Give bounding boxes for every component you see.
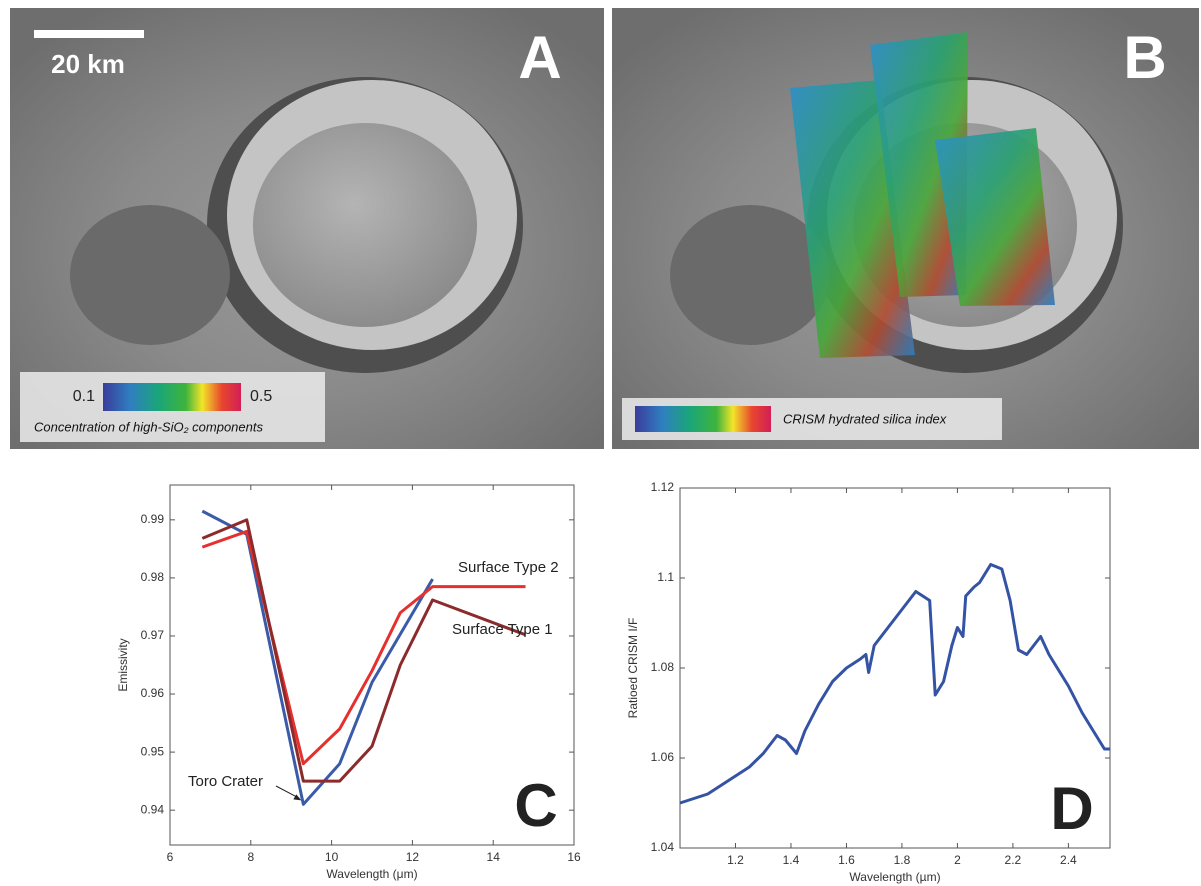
y-tick-label: 0.99 bbox=[141, 512, 165, 526]
plot-frame bbox=[679, 487, 1111, 849]
y-tick-label: 0.94 bbox=[141, 802, 165, 816]
y-axis-label: Ratioed CRISM I/F bbox=[626, 618, 640, 719]
x-axis-label: Wavelength (μm) bbox=[326, 867, 417, 881]
series-label: Surface Type 2 bbox=[458, 559, 559, 576]
x-axis-label: Wavelength (µm) bbox=[849, 870, 940, 884]
small-crater bbox=[670, 205, 830, 345]
crism-strip bbox=[870, 32, 968, 297]
x-tick-label: 1.4 bbox=[783, 853, 800, 867]
x-tick-label: 1.6 bbox=[838, 853, 855, 867]
x-tick-label: 14 bbox=[487, 850, 501, 864]
x-tick-label: 2.2 bbox=[1005, 853, 1022, 867]
x-tick-label: 8 bbox=[247, 850, 254, 864]
panel-letter: B bbox=[1123, 24, 1166, 91]
series-line bbox=[201, 518, 527, 783]
y-tick-label: 1.12 bbox=[651, 480, 675, 494]
x-tick-label: 16 bbox=[567, 850, 581, 864]
y-tick-label: 1.1 bbox=[657, 570, 674, 584]
y-tick-label: 0.97 bbox=[141, 628, 165, 642]
colorbar-max: 0.5 bbox=[250, 388, 272, 405]
colorbar-min: 0.1 bbox=[73, 388, 95, 405]
series-label: Surface Type 1 bbox=[452, 621, 553, 638]
y-tick-label: 0.98 bbox=[141, 570, 165, 584]
colorbar bbox=[635, 406, 771, 432]
x-tick-label: 1.8 bbox=[894, 853, 911, 867]
charts: 6 8 10 12 14 16 0.94 0.95 0.96 0.97 0.98 0.99 Wavele… bbox=[116, 480, 1111, 884]
small-crater bbox=[70, 205, 230, 345]
panel-letter: A bbox=[518, 24, 561, 91]
panel-letter: D bbox=[1050, 775, 1093, 842]
colorbar bbox=[103, 383, 241, 411]
panel-letter: C bbox=[514, 772, 557, 839]
panel-b: B CRISM hydrated silica index bbox=[612, 8, 1199, 449]
x-tick-label: 12 bbox=[406, 850, 420, 864]
series-line bbox=[201, 509, 434, 806]
x-tick-label: 10 bbox=[325, 850, 339, 864]
x-tick-label: 6 bbox=[167, 850, 174, 864]
annotation-arrowhead bbox=[293, 794, 302, 801]
scale-bar bbox=[34, 30, 144, 38]
x-tick-label: 2 bbox=[954, 853, 961, 867]
x-tick-label: 1.2 bbox=[727, 853, 744, 867]
y-axis-label: Emissivity bbox=[116, 638, 130, 691]
series-line bbox=[679, 563, 1110, 805]
y-tick-label: 1.06 bbox=[651, 750, 675, 764]
legend-caption: CRISM hydrated silica index bbox=[783, 411, 947, 426]
series-label: Toro Crater bbox=[188, 773, 263, 790]
panel-a: 20 km A 0.1 0.5 Concentration of high-Si… bbox=[10, 8, 604, 449]
scale-label: 20 km bbox=[51, 49, 125, 79]
crater-floor bbox=[253, 123, 477, 327]
legend-caption: Concentration of high-SiO₂ components bbox=[34, 419, 263, 434]
x-tick-label: 2.4 bbox=[1060, 853, 1077, 867]
y-tick-label: 1.04 bbox=[651, 840, 675, 854]
plot-frame bbox=[169, 484, 575, 846]
crism-strip bbox=[935, 128, 1055, 306]
y-tick-label: 1.08 bbox=[651, 660, 675, 674]
y-tick-label: 0.96 bbox=[141, 686, 165, 700]
y-tick-label: 0.95 bbox=[141, 744, 165, 758]
